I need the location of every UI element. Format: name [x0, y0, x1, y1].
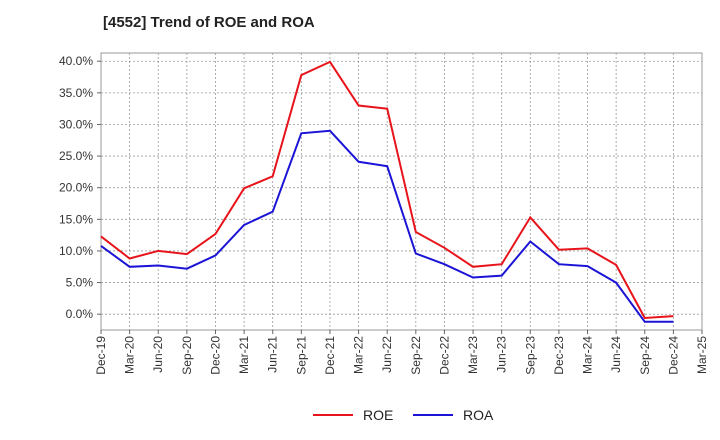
x-tick-label: Mar-22 — [352, 336, 366, 374]
legend-swatch-roa — [413, 414, 453, 416]
x-tick-label: Mar-21 — [237, 336, 251, 374]
series-line-roa — [100, 129, 674, 323]
y-axis: 40.0% 35.0% 30.0% 25.0% 20.0% 15.0% 10.0% 5.0% 0… — [59, 54, 101, 321]
x-tick-label: Dec-20 — [208, 336, 222, 375]
y-tick-label: 20.0% — [59, 181, 93, 195]
plot-area — [100, 52, 703, 331]
y-tick-label: 30.0% — [59, 117, 93, 131]
x-tick-label: Sep-23 — [523, 336, 537, 375]
grid-lines — [101, 53, 702, 330]
x-tick-label: Jun-23 — [495, 336, 509, 373]
x-tick-label: Mar-23 — [466, 336, 480, 374]
y-tick-label: 40.0% — [59, 54, 93, 68]
x-tick-label: Mar-20 — [123, 336, 137, 374]
x-tick-label: Dec-23 — [552, 336, 566, 375]
series-lines — [100, 60, 674, 323]
x-tick-label: Jun-20 — [151, 336, 165, 373]
y-tick-label: 5.0% — [66, 276, 94, 290]
x-tick-label: Mar-24 — [581, 336, 595, 374]
legend-item-roe: ROE — [313, 404, 393, 426]
x-tick-label: Sep-22 — [409, 336, 423, 375]
legend-item-roa: ROA — [413, 404, 493, 426]
x-tick-label: Sep-20 — [180, 336, 194, 375]
x-tick-label: Jun-24 — [609, 336, 623, 373]
legend-swatch-roe — [313, 414, 353, 416]
y-tick-label: 15.0% — [59, 212, 93, 226]
x-axis: Dec-19 Mar-20 Jun-20 Sep-20 Dec-20 Mar-21 Jun-… — [94, 330, 709, 375]
legend-label-roe: ROE — [363, 407, 394, 423]
y-tick-label: 0.0% — [66, 307, 94, 321]
x-tick-label: Mar-25 — [695, 336, 709, 374]
x-tick-label: Jun-22 — [380, 336, 394, 373]
legend-label-roa: ROA — [463, 407, 494, 423]
x-tick-label: Sep-24 — [638, 336, 652, 375]
y-tick-label: 35.0% — [59, 86, 93, 100]
legend: ROE ROA — [0, 404, 720, 426]
x-tick-label: Dec-24 — [666, 336, 680, 375]
x-tick-label: Dec-19 — [94, 336, 108, 375]
x-tick-label: Jun-21 — [266, 336, 280, 373]
x-tick-label: Sep-21 — [294, 336, 308, 375]
x-tick-label: Dec-21 — [323, 336, 337, 375]
series-line-roe — [100, 60, 674, 320]
chart-title: [4552] Trend of ROE and ROA — [103, 14, 315, 31]
y-tick-label: 25.0% — [59, 149, 93, 163]
y-tick-label: 10.0% — [59, 244, 93, 258]
x-tick-label: Dec-22 — [437, 336, 451, 375]
